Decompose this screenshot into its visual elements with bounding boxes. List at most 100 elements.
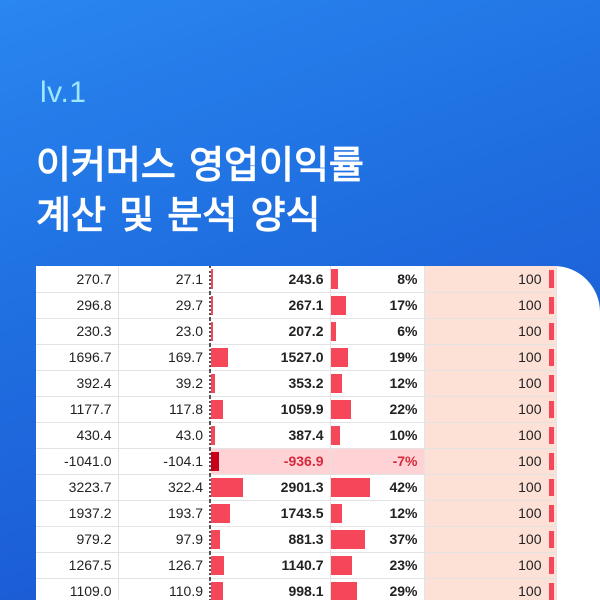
cell-operating-profit[interactable]: 881.3 <box>209 526 331 553</box>
cell-operating-profit[interactable]: 243.6 <box>209 266 331 293</box>
cell-operating-profit[interactable]: 353.2 <box>209 370 331 397</box>
cell-score[interactable]: 100 <box>424 422 557 449</box>
cell-revenue[interactable]: 296.8 <box>36 292 119 319</box>
cell-revenue[interactable]: 3223.7 <box>36 474 119 501</box>
data-bar <box>211 347 228 367</box>
data-bar <box>330 295 347 315</box>
cell-score-value: 100 <box>518 427 542 443</box>
cell-score[interactable]: 100 <box>424 318 557 345</box>
cell-revenue[interactable]: 1267.5 <box>36 552 119 579</box>
cell-cost[interactable]: 29.7 <box>118 292 211 319</box>
cell-margin[interactable]: 6% <box>330 318 425 345</box>
cell-revenue[interactable]: 1937.2 <box>36 500 119 527</box>
cell-score[interactable]: 100 <box>424 578 557 600</box>
cell-margin[interactable]: 37% <box>330 526 425 553</box>
data-bar <box>330 373 342 393</box>
cell-margin[interactable]: 12% <box>330 370 425 397</box>
cell-cost[interactable]: 110.9 <box>118 578 211 600</box>
data-bar <box>211 555 225 575</box>
data-bar <box>211 373 215 393</box>
score-bar <box>548 426 554 444</box>
cell-score[interactable]: 100 <box>424 370 557 397</box>
cell-revenue[interactable]: 979.2 <box>36 526 119 553</box>
cell-operating-profit[interactable]: 267.1 <box>209 292 331 319</box>
cell-score-value: 100 <box>518 401 542 417</box>
data-table: 270.7 27.1 243.6 8% 100 296.8 29.7 267.1 17% 100 2… <box>36 266 557 600</box>
cell-operating-profit-value: 207.2 <box>288 323 324 339</box>
cell-operating-profit[interactable]: 1527.0 <box>209 344 331 371</box>
cell-score[interactable]: 100 <box>424 448 557 475</box>
cell-margin[interactable]: 19% <box>330 344 425 371</box>
cell-score[interactable]: 100 <box>424 396 557 423</box>
cell-cost[interactable]: 23.0 <box>118 318 211 345</box>
cell-revenue[interactable]: 392.4 <box>36 370 119 397</box>
data-bar <box>330 581 358 600</box>
cell-operating-profit[interactable]: 998.1 <box>209 578 331 600</box>
cell-cost[interactable]: 39.2 <box>118 370 211 397</box>
data-bar <box>330 555 352 575</box>
table-row: 3223.7 322.4 2901.3 42% 100 <box>36 474 557 501</box>
spreadsheet-card: 270.7 27.1 243.6 8% 100 296.8 29.7 267.1 17% 100 2… <box>36 266 600 600</box>
cell-revenue[interactable]: 270.7 <box>36 266 119 293</box>
cell-cost[interactable]: 169.7 <box>118 344 211 371</box>
data-bar <box>211 425 216 445</box>
cell-operating-profit[interactable]: 207.2 <box>209 318 331 345</box>
cell-operating-profit[interactable]: 1743.5 <box>209 500 331 527</box>
cell-cost[interactable]: 126.7 <box>118 552 211 579</box>
data-bar <box>330 425 340 445</box>
score-bar <box>548 400 554 418</box>
table-row: 1177.7 117.8 1059.9 22% 100 <box>36 396 557 423</box>
cell-score-value: 100 <box>518 297 542 313</box>
cell-cost[interactable]: 322.4 <box>118 474 211 501</box>
cell-margin[interactable]: -7% <box>330 448 425 475</box>
data-bar <box>211 451 220 471</box>
cell-revenue[interactable]: 230.3 <box>36 318 119 345</box>
page-title: 이커머스 영업이익률 계산 및 분석 양식 <box>36 140 364 240</box>
cell-score[interactable]: 100 <box>424 266 557 293</box>
cell-cost[interactable]: 193.7 <box>118 500 211 527</box>
cell-margin[interactable]: 12% <box>330 500 425 527</box>
cell-cost[interactable]: 97.9 <box>118 526 211 553</box>
cell-score[interactable]: 100 <box>424 552 557 579</box>
cell-cost[interactable]: -104.1 <box>118 448 211 475</box>
cell-cost[interactable]: 117.8 <box>118 396 211 423</box>
cell-margin[interactable]: 23% <box>330 552 425 579</box>
cell-cost[interactable]: 27.1 <box>118 266 211 293</box>
cell-score[interactable]: 100 <box>424 500 557 527</box>
cell-margin[interactable]: 17% <box>330 292 425 319</box>
table-body: 270.7 27.1 243.6 8% 100 296.8 29.7 267.1 17% 100 2… <box>36 266 557 600</box>
cell-revenue[interactable]: 1109.0 <box>36 578 119 600</box>
table-row: 1937.2 193.7 1743.5 12% 100 <box>36 500 557 527</box>
cell-score[interactable]: 100 <box>424 292 557 319</box>
cell-revenue[interactable]: 1177.7 <box>36 396 119 423</box>
cell-revenue[interactable]: -1041.0 <box>36 448 119 475</box>
cell-margin[interactable]: 8% <box>330 266 425 293</box>
cell-cost[interactable]: 43.0 <box>118 422 211 449</box>
cell-operating-profit[interactable]: 1140.7 <box>209 552 331 579</box>
cell-revenue[interactable]: 430.4 <box>36 422 119 449</box>
cell-cost-value: 169.7 <box>167 349 203 365</box>
cell-margin[interactable]: 42% <box>330 474 425 501</box>
cell-revenue-value: 1267.5 <box>68 557 112 573</box>
cell-operating-profit[interactable]: 2901.3 <box>209 474 331 501</box>
cell-score[interactable]: 100 <box>424 474 557 501</box>
data-bar <box>330 503 342 523</box>
cell-score[interactable]: 100 <box>424 344 557 371</box>
cell-score[interactable]: 100 <box>424 526 557 553</box>
cell-margin[interactable]: 22% <box>330 396 425 423</box>
cell-operating-profit-value: 387.4 <box>288 427 324 443</box>
cell-cost-value: 43.0 <box>175 427 203 443</box>
cell-margin[interactable]: 29% <box>330 578 425 600</box>
cell-operating-profit[interactable]: -936.9 <box>209 448 331 475</box>
cell-operating-profit[interactable]: 1059.9 <box>209 396 331 423</box>
cell-revenue[interactable]: 1696.7 <box>36 344 119 371</box>
cell-score-value: 100 <box>518 505 542 521</box>
cell-margin-value: 17% <box>389 297 418 313</box>
cell-margin-value: -7% <box>392 453 418 469</box>
cell-margin[interactable]: 10% <box>330 422 425 449</box>
cell-score-value: 100 <box>518 349 542 365</box>
table-row: 230.3 23.0 207.2 6% 100 <box>36 318 557 345</box>
cell-margin-value: 29% <box>389 583 418 599</box>
cell-operating-profit[interactable]: 387.4 <box>209 422 331 449</box>
table-row: 296.8 29.7 267.1 17% 100 <box>36 292 557 319</box>
